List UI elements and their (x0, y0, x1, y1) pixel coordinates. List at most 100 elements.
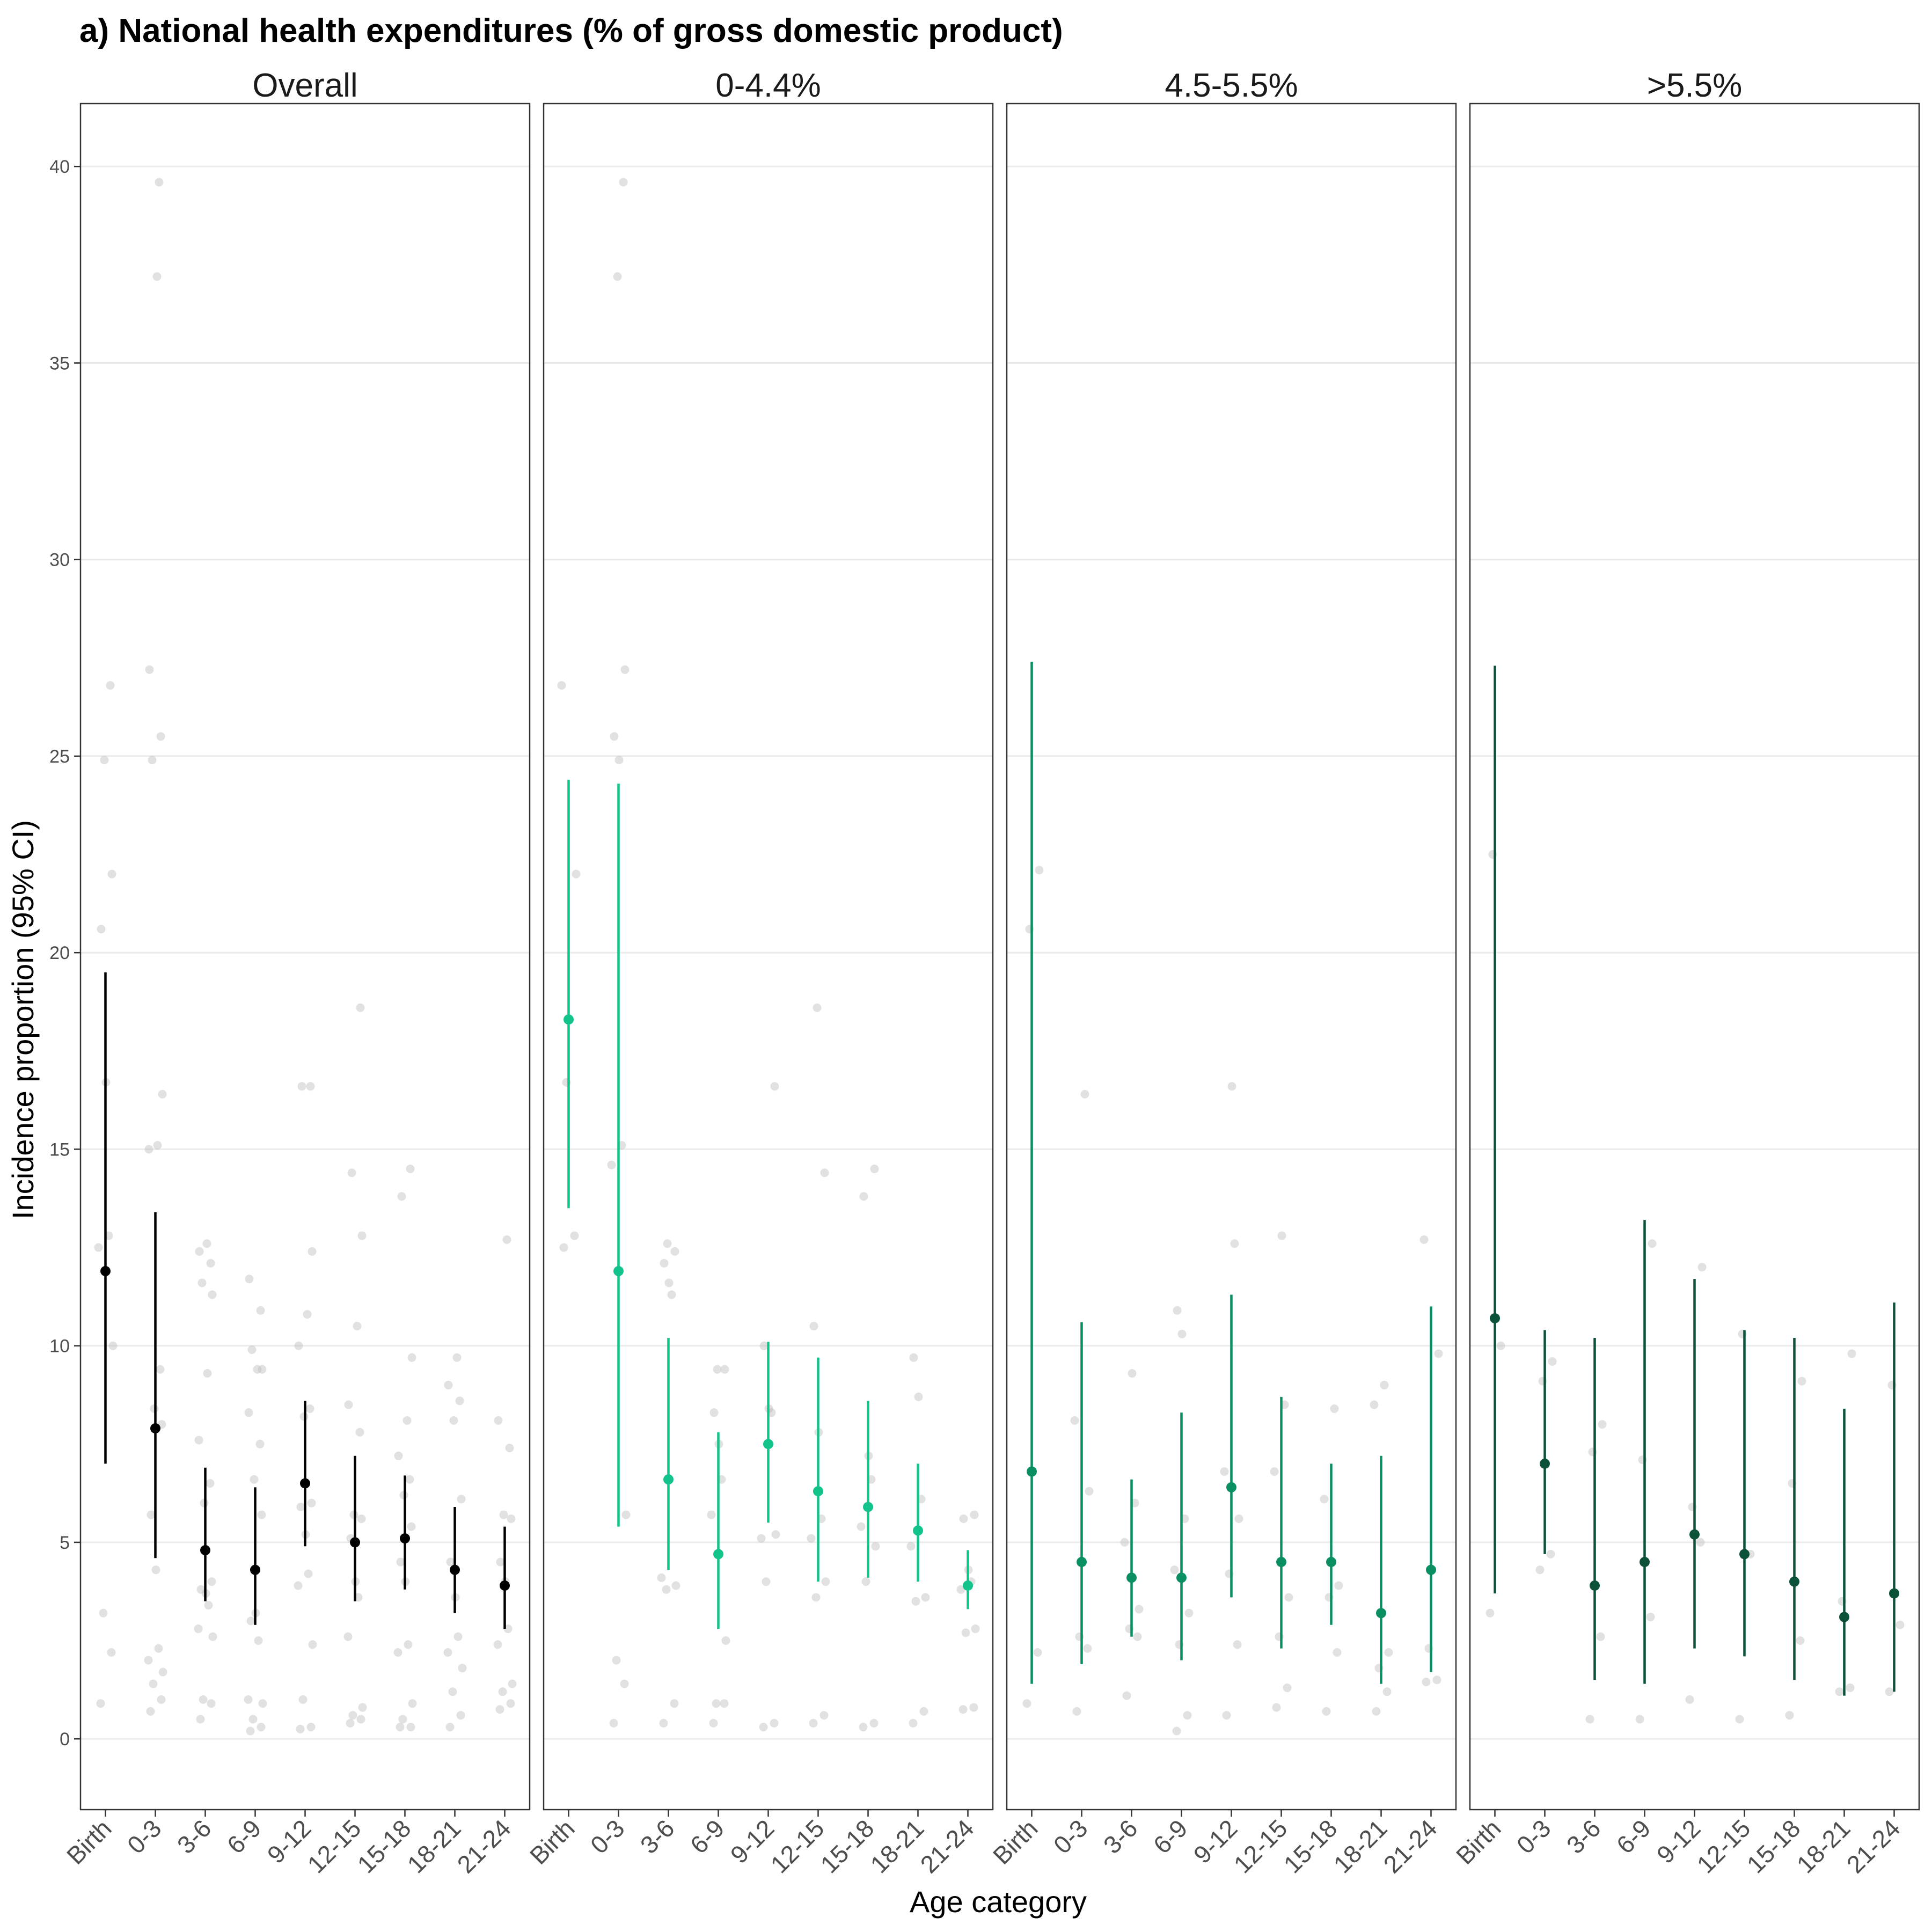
raw-point (757, 1534, 766, 1543)
raw-point (663, 1239, 672, 1248)
raw-point (659, 1718, 668, 1728)
raw-point (404, 1640, 413, 1649)
x-tick-label: 12-15 (302, 1814, 367, 1878)
estimate-point (150, 1423, 160, 1433)
raw-point (1072, 1707, 1081, 1716)
raw-point (1797, 1377, 1806, 1386)
raw-point (294, 1581, 303, 1590)
raw-point (253, 1365, 262, 1374)
estimate-point (1176, 1572, 1187, 1583)
estimate-point (1789, 1576, 1799, 1587)
raw-point (859, 1723, 868, 1732)
raw-point (1330, 1404, 1339, 1413)
raw-point (308, 1247, 317, 1256)
raw-point (1646, 1613, 1655, 1622)
panel-background (544, 104, 993, 1810)
raw-point (397, 1192, 406, 1201)
x-tick-label: 3-6 (635, 1814, 680, 1859)
raw-point (294, 1341, 303, 1350)
estimate-point (1590, 1580, 1600, 1591)
raw-point (1170, 1565, 1179, 1575)
raw-point (257, 1723, 266, 1732)
raw-point (1735, 1715, 1744, 1724)
raw-point (248, 1715, 258, 1724)
raw-point (107, 1648, 116, 1657)
raw-point (306, 1723, 316, 1732)
raw-point (807, 1534, 816, 1543)
raw-point (707, 1510, 716, 1519)
raw-point (1277, 1231, 1286, 1240)
raw-point (1284, 1593, 1293, 1602)
raw-point (1128, 1368, 1137, 1378)
raw-point (194, 1624, 203, 1634)
raw-point (408, 1699, 417, 1708)
raw-point (149, 1679, 158, 1688)
raw-point (557, 681, 566, 690)
estimate-point (1027, 1466, 1037, 1477)
raw-point (609, 1718, 618, 1728)
raw-point (108, 1341, 118, 1350)
facet-label: 0-4.4% (715, 67, 821, 104)
raw-point (296, 1724, 305, 1733)
raw-point (1380, 1380, 1389, 1389)
raw-point (759, 1723, 768, 1732)
raw-point (458, 1664, 467, 1673)
x-tick-label: Birth (987, 1814, 1043, 1870)
raw-point (254, 1636, 263, 1645)
raw-point (507, 1514, 516, 1523)
raw-point (612, 1656, 621, 1665)
x-tick-label: 6-9 (222, 1814, 267, 1859)
raw-point (250, 1475, 259, 1484)
raw-point (1083, 1644, 1092, 1653)
raw-point (720, 1365, 729, 1374)
raw-point (1122, 1691, 1131, 1700)
raw-point (770, 1082, 779, 1091)
x-tick-label: 6-9 (685, 1814, 730, 1859)
raw-point (346, 1718, 355, 1728)
raw-point (1485, 1608, 1495, 1618)
raw-point (94, 1243, 103, 1252)
raw-point (859, 1192, 868, 1201)
raw-point (348, 1711, 357, 1720)
raw-point (1382, 1687, 1392, 1696)
raw-point (244, 1695, 253, 1704)
raw-point (660, 1258, 669, 1268)
x-tick-label: 3-6 (1098, 1814, 1143, 1859)
raw-point (147, 1510, 156, 1519)
raw-point (620, 1679, 629, 1688)
raw-point (861, 1577, 870, 1586)
estimate-point (613, 1265, 624, 1276)
x-tick-label: 0-3 (1511, 1814, 1556, 1859)
raw-point (1135, 1605, 1144, 1614)
raw-point (158, 1667, 167, 1677)
raw-point (857, 1522, 866, 1531)
raw-point (402, 1416, 412, 1425)
raw-point (153, 1141, 162, 1150)
estimate-point (763, 1439, 773, 1450)
raw-point (356, 1715, 365, 1724)
y-tick-label: 35 (49, 353, 70, 374)
raw-point (96, 1699, 105, 1708)
raw-point (1272, 1703, 1281, 1712)
estimate-point (350, 1537, 360, 1548)
estimate-point (400, 1533, 410, 1544)
raw-point (620, 665, 630, 674)
raw-point (158, 1089, 167, 1099)
estimate-point (1739, 1549, 1750, 1560)
raw-point (1548, 1357, 1557, 1366)
raw-point (610, 732, 619, 741)
raw-point (607, 1160, 616, 1169)
raw-point (202, 1239, 211, 1248)
raw-point (495, 1705, 504, 1714)
raw-point (1234, 1514, 1243, 1523)
raw-point (455, 1396, 464, 1406)
raw-point (770, 1718, 779, 1728)
raw-point (1033, 1648, 1042, 1657)
raw-point (1227, 1082, 1236, 1091)
panel-background (80, 104, 530, 1810)
x-tick-label: 12-15 (765, 1814, 830, 1878)
raw-point (196, 1585, 206, 1594)
raw-point (256, 1306, 265, 1315)
